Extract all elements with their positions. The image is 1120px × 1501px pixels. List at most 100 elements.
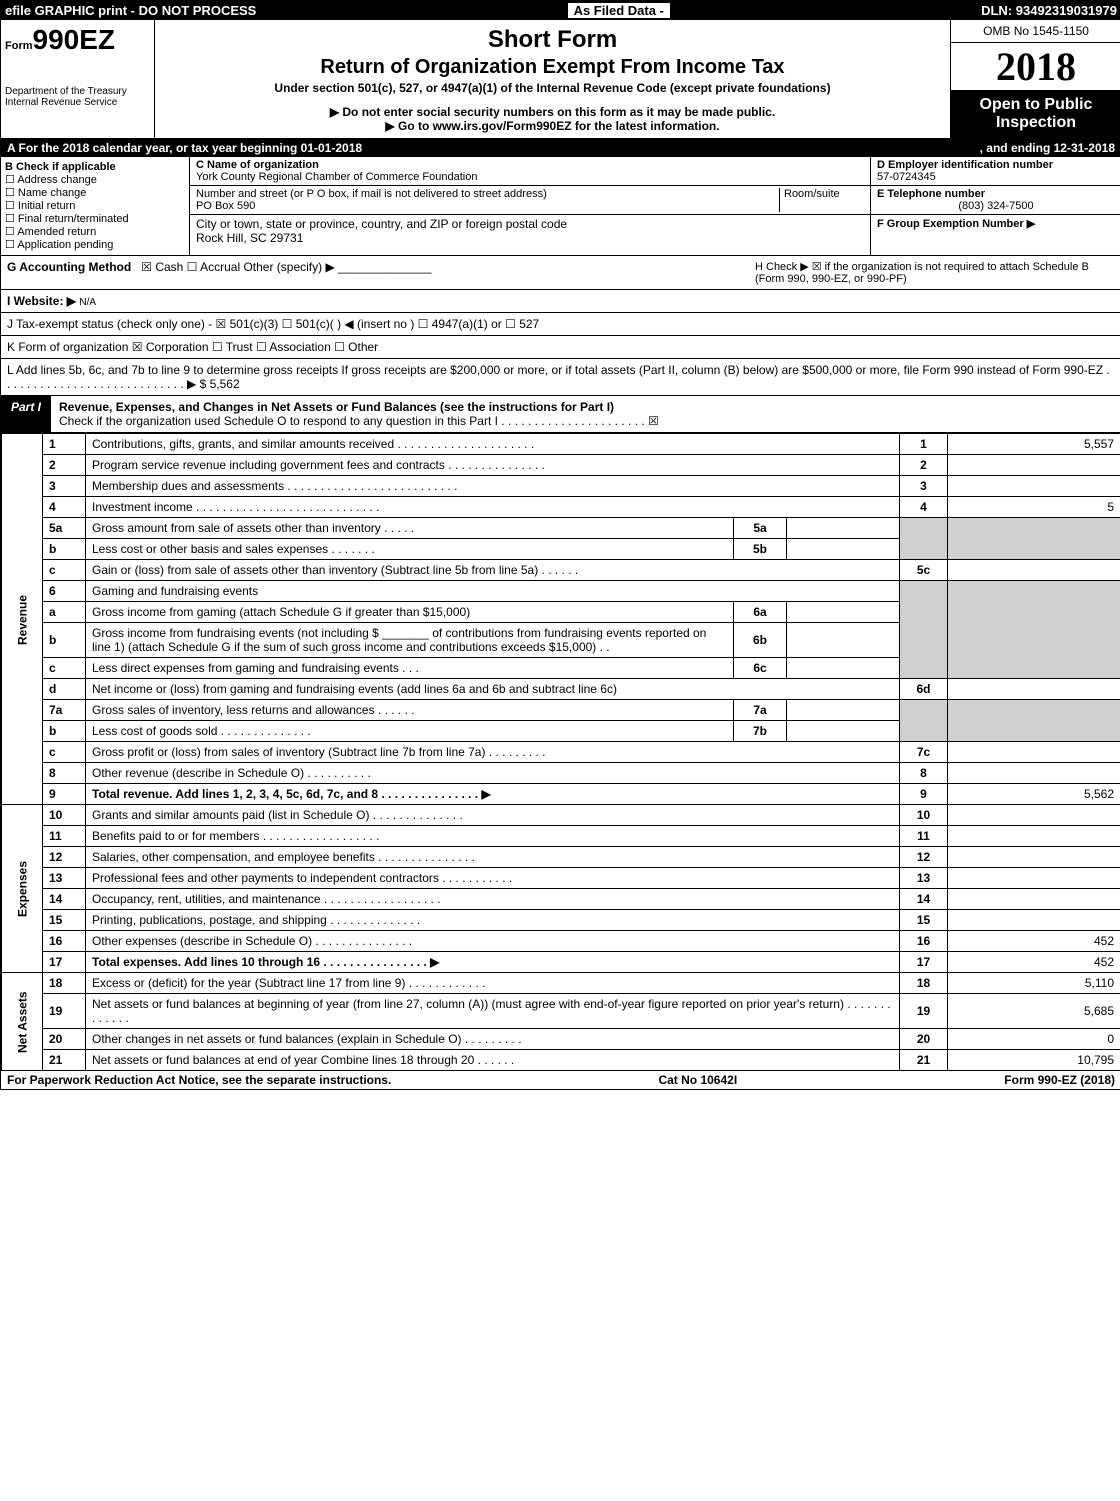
l16-val: 452 [948, 931, 1120, 952]
open-public-badge: Open to Public Inspection [951, 90, 1120, 138]
l7b-desc: Less cost of goods sold . . . . . . . . … [86, 721, 734, 742]
goto-link: ▶ Go to www.irs.gov/Form990EZ for the la… [163, 119, 942, 133]
l19-desc: Net assets or fund balances at beginning… [86, 994, 900, 1029]
line-4: 4 Investment income . . . . . . . . . . … [2, 497, 1120, 518]
page-footer: For Paperwork Reduction Act Notice, see … [1, 1071, 1120, 1089]
l5-shade [900, 518, 948, 560]
phone-value: (803) 324-7500 [877, 200, 1115, 212]
line-19: 19 Net assets or fund balances at beginn… [2, 994, 1120, 1029]
l7-shade [900, 700, 948, 742]
l2-num: 2 [43, 455, 86, 476]
section-d: D Employer identification number 57-0724… [871, 157, 1120, 255]
l15-num: 15 [43, 910, 86, 931]
calendar-begin: A For the 2018 calendar year, or tax yea… [7, 141, 362, 155]
l5b-desc: Less cost or other basis and sales expen… [86, 539, 734, 560]
l13-val [948, 868, 1120, 889]
chk-amended[interactable]: ☐ Amended return [5, 225, 185, 238]
line-17: 17 Total expenses. Add lines 10 through … [2, 952, 1120, 973]
chk-initial[interactable]: ☐ Initial return [5, 199, 185, 212]
l10-ln: 10 [900, 805, 948, 826]
l13-ln: 13 [900, 868, 948, 889]
title-cell: Short Form Return of Organization Exempt… [155, 20, 950, 138]
chk-address[interactable]: ☐ Address change [5, 173, 185, 186]
l9-desc: Total revenue. Add lines 1, 2, 3, 4, 5c,… [86, 784, 900, 805]
l5a-desc: Gross amount from sale of assets other t… [86, 518, 734, 539]
l14-num: 14 [43, 889, 86, 910]
l20-val: 0 [948, 1029, 1120, 1050]
line-18: Net Assets 18 Excess or (deficit) for th… [2, 973, 1120, 994]
l7c-desc: Gross profit or (loss) from sales of inv… [86, 742, 900, 763]
chk-final-label: Final return/terminated [18, 213, 129, 225]
chk-pending-label: Application pending [17, 239, 113, 251]
calendar-year-row: A For the 2018 calendar year, or tax yea… [1, 139, 1120, 157]
chk-name-label: Name change [18, 187, 87, 199]
l4-val: 5 [948, 497, 1120, 518]
city-block: City or town, state or province, country… [190, 215, 870, 247]
l6d-num: d [43, 679, 86, 700]
l3-ln: 3 [900, 476, 948, 497]
city-value: Rock Hill, SC 29731 [196, 231, 864, 245]
topbar-right: DLN: 93492319031979 [981, 3, 1117, 18]
l17-desc: Total expenses. Add lines 10 through 16 … [86, 952, 900, 973]
l3-num: 3 [43, 476, 86, 497]
section-b: B Check if applicable ☐ Address change ☐… [1, 157, 190, 255]
l1-val: 5,557 [948, 434, 1120, 455]
l4-num: 4 [43, 497, 86, 518]
l13-desc: Professional fees and other payments to … [86, 868, 900, 889]
l5b-num: b [43, 539, 86, 560]
l8-val [948, 763, 1120, 784]
l6c-num: c [43, 658, 86, 679]
l8-ln: 8 [900, 763, 948, 784]
line-7a: 7a Gross sales of inventory, less return… [2, 700, 1120, 721]
l5a-num: 5a [43, 518, 86, 539]
chk-final[interactable]: ☐ Final return/terminated [5, 212, 185, 225]
chk-address-label: Address change [17, 174, 97, 186]
l15-val [948, 910, 1120, 931]
l12-ln: 12 [900, 847, 948, 868]
header-row: Form990EZ Department of the Treasury Int… [1, 20, 1120, 139]
l6d-ln: 6d [900, 679, 948, 700]
dept-treasury: Department of the Treasury [5, 86, 150, 97]
l2-desc: Program service revenue including govern… [86, 455, 900, 476]
form-number: Form990EZ [5, 24, 150, 56]
l6d-desc: Net income or (loss) from gaming and fun… [86, 679, 900, 700]
short-form-title: Short Form [163, 26, 942, 54]
l9-desc-b: Total revenue. Add lines 1, 2, 3, 4, 5c,… [92, 787, 491, 801]
chk-name[interactable]: ☐ Name change [5, 186, 185, 199]
l18-desc: Excess or (deficit) for the year (Subtra… [86, 973, 900, 994]
l21-ln: 21 [900, 1050, 948, 1071]
b-label: B Check if applicable [5, 161, 185, 173]
l8-desc: Other revenue (describe in Schedule O) .… [86, 763, 900, 784]
l5a-inval [787, 518, 900, 539]
l6a-desc: Gross income from gaming (attach Schedul… [86, 602, 734, 623]
l7c-num: c [43, 742, 86, 763]
f-label: F Group Exemption Number ▶ [877, 218, 1035, 230]
l15-desc: Printing, publications, postage, and shi… [86, 910, 900, 931]
right-header-col: OMB No 1545-1150 2018 Open to Public Ins… [950, 20, 1120, 138]
l18-ln: 18 [900, 973, 948, 994]
chk-pending[interactable]: ☐ Application pending [5, 238, 185, 251]
l6a-num: a [43, 602, 86, 623]
l18-num: 18 [43, 973, 86, 994]
street-label: Number and street (or P O box, if mail i… [196, 188, 547, 200]
l17-val: 452 [948, 952, 1120, 973]
l5-shade-val [948, 518, 1120, 560]
c-label: C Name of organization [196, 159, 864, 171]
l3-val [948, 476, 1120, 497]
org-name-block: C Name of organization York County Regio… [190, 157, 870, 186]
l7c-ln: 7c [900, 742, 948, 763]
l16-num: 16 [43, 931, 86, 952]
line-7c: c Gross profit or (loss) from sales of i… [2, 742, 1120, 763]
l11-num: 11 [43, 826, 86, 847]
l6b-in: 6b [734, 623, 787, 658]
line-12: 12 Salaries, other compensation, and emp… [2, 847, 1120, 868]
phone-block: E Telephone number (803) 324-7500 [871, 186, 1120, 215]
g-opts: ☒ Cash ☐ Accrual Other (specify) ▶ [141, 260, 334, 274]
l6-shade-val [948, 581, 1120, 679]
l7b-in: 7b [734, 721, 787, 742]
l19-val: 5,685 [948, 994, 1120, 1029]
l11-ln: 11 [900, 826, 948, 847]
l9-ln: 9 [900, 784, 948, 805]
l17-num: 17 [43, 952, 86, 973]
tax-year: 2018 [951, 43, 1120, 90]
